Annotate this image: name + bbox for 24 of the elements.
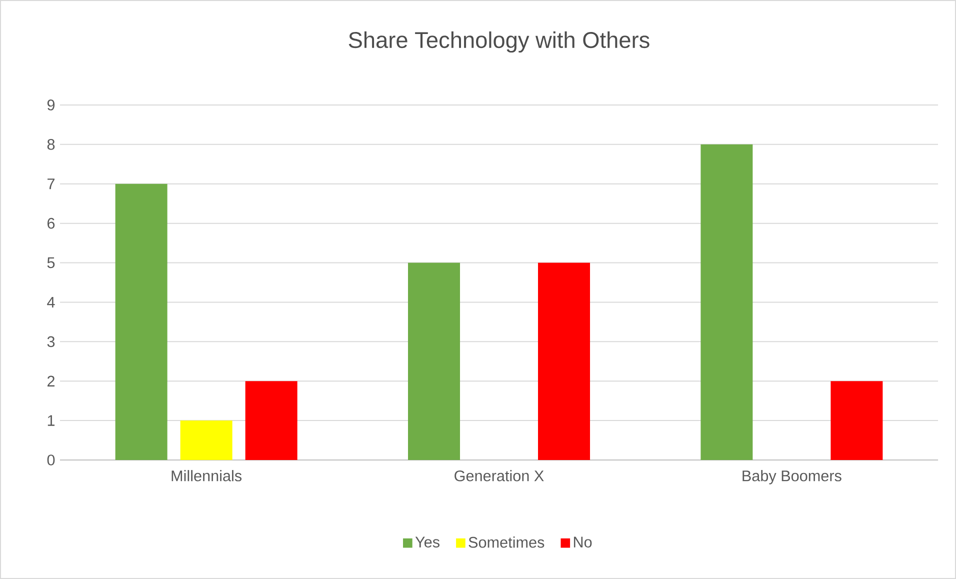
bar — [830, 381, 883, 460]
chart-title: Share Technology with Others — [348, 31, 650, 53]
x-tick-label: Millennials — [172, 470, 242, 482]
y-tick-label: 4 — [47, 296, 55, 308]
y-tick-label: 3 — [47, 336, 55, 348]
y-tick-label: 1 — [48, 415, 55, 426]
y-tick-label: 2 — [48, 376, 54, 386]
legend-label: Yes — [415, 536, 440, 548]
bar — [538, 262, 590, 460]
bar — [180, 420, 232, 460]
y-tick-label: 7 — [48, 178, 54, 190]
bar — [700, 144, 753, 460]
y-tick-label: 8 — [47, 139, 55, 150]
y-tick-label: 5 — [47, 257, 55, 268]
bar — [245, 381, 298, 460]
y-tick-label: 9 — [47, 100, 55, 110]
legend-label: No — [574, 536, 592, 548]
y-tick-label: 6 — [48, 218, 55, 229]
y-tick-label: 0 — [47, 454, 55, 466]
x-tick-label: Generation X — [454, 470, 544, 482]
legend-label: Sometimes — [468, 536, 544, 548]
bar — [115, 184, 168, 460]
bar — [408, 262, 460, 460]
x-tick-label: Baby Boomers — [742, 470, 842, 484]
